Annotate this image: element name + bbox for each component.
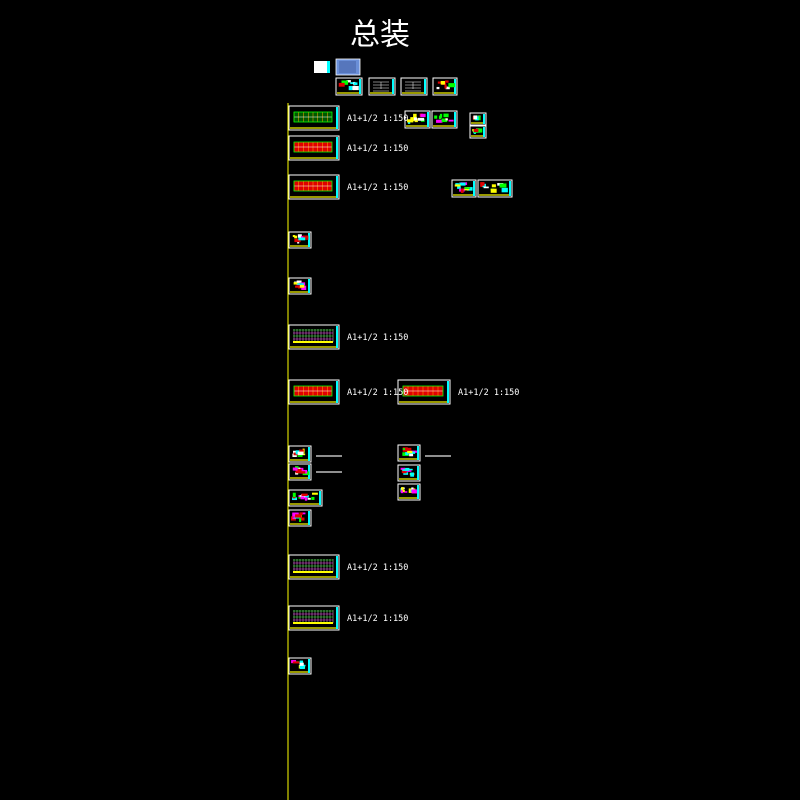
sheet-wall-6[interactable] xyxy=(397,464,421,482)
sheet-plan-roof[interactable] xyxy=(288,174,340,200)
scale-label-elevation-1: A1+1/2 1:150 xyxy=(347,333,408,343)
sheet-wall-1[interactable] xyxy=(288,445,312,463)
sheet-notes-1[interactable] xyxy=(335,77,363,96)
sheet-plan-red-2[interactable] xyxy=(288,379,340,405)
scale-label-plan-typical: A1+1/2 1:150 xyxy=(347,144,408,154)
sheet-notes-4[interactable] xyxy=(432,77,458,96)
sheet-plan-red-3[interactable] xyxy=(397,379,451,405)
sheet-plan-typical[interactable] xyxy=(288,135,340,161)
tiny-caption-1 xyxy=(316,471,342,473)
sheet-detail-a[interactable] xyxy=(404,110,431,129)
sheet-wall-5[interactable] xyxy=(397,444,421,462)
tiny-caption-0 xyxy=(316,455,342,457)
sheet-wall-3[interactable] xyxy=(288,489,323,507)
scale-label-plan-roof: A1+1/2 1:150 xyxy=(347,183,408,193)
sheet-stair-1[interactable] xyxy=(288,231,312,249)
sheet-plan-ground[interactable] xyxy=(288,105,340,131)
sheet-detail-c[interactable] xyxy=(469,112,487,126)
sheet-detail-e[interactable] xyxy=(451,179,477,198)
tiny-caption-2 xyxy=(425,455,451,457)
sheet-detail-d[interactable] xyxy=(469,125,487,139)
sheet-detail-f[interactable] xyxy=(477,179,513,198)
sheet-layout xyxy=(288,58,513,675)
sheet-elevation-3[interactable] xyxy=(288,605,340,631)
sheet-index[interactable] xyxy=(335,58,361,76)
sheet-elevation-1[interactable] xyxy=(288,324,340,350)
scale-label-plan-red-2: A1+1/2 1:150 xyxy=(347,388,408,398)
sheet-wall-7[interactable] xyxy=(397,483,421,501)
scale-label-plan-ground: A1+1/2 1:150 xyxy=(347,114,408,124)
sheet-cover[interactable] xyxy=(314,61,330,73)
scale-label-plan-red-3: A1+1/2 1:150 xyxy=(458,388,519,398)
drawing-title: 总装 xyxy=(350,18,410,53)
sheet-detail-b[interactable] xyxy=(431,110,458,129)
sheet-notes-2[interactable] xyxy=(368,77,396,96)
scale-label-elevation-2: A1+1/2 1:150 xyxy=(347,563,408,573)
sheet-legend[interactable] xyxy=(288,657,312,675)
sheet-wall-4[interactable] xyxy=(288,509,312,527)
sheet-wall-2[interactable] xyxy=(288,463,312,481)
sheet-elevation-2[interactable] xyxy=(288,554,340,580)
sheet-stair-2[interactable] xyxy=(288,277,312,295)
scale-label-elevation-3: A1+1/2 1:150 xyxy=(347,614,408,624)
scale-labels: A1+1/2 1:150 A1+1/2 1:150 A1+1/2 1:150 A1+1… xyxy=(316,114,519,624)
sheet-notes-3[interactable] xyxy=(400,77,428,96)
